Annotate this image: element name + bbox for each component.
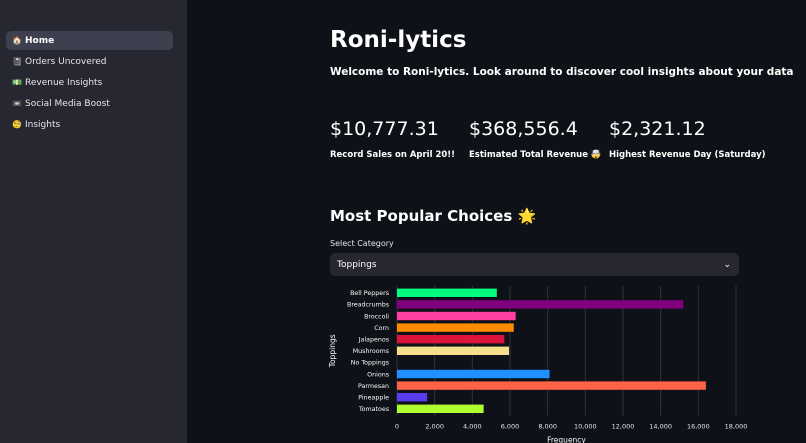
category-label: Breadcrumbs — [347, 302, 389, 309]
x-tick-label: 18,000 — [725, 423, 748, 431]
sidebar-item-social-media-boost[interactable]: 📼 Social Media Boost — [6, 94, 173, 113]
x-tick-label: 8,000 — [538, 423, 557, 431]
metric-value: $2,321.12 — [609, 118, 706, 140]
bar-broccoli — [397, 311, 516, 321]
sidebar-item-insights[interactable]: 🧐 Insights — [6, 115, 173, 134]
category-label: Broccoli — [364, 313, 389, 320]
category-select[interactable]: Toppings ⌄ — [330, 253, 739, 276]
sidebar-item-label: Home — [25, 35, 55, 46]
select-category-label: Select Category — [330, 239, 394, 248]
sidebar-item-label: Insights — [25, 119, 61, 130]
sidebar-item-revenue-insights[interactable]: 💵 Revenue Insights — [6, 73, 173, 92]
x-tick-label: 14,000 — [649, 423, 672, 431]
y-axis-title: Toppings — [328, 334, 337, 368]
page-title: Roni-lytics — [330, 27, 467, 53]
section-title: Most Popular Choices 🌟 — [330, 207, 537, 225]
bar-jalapenos — [397, 335, 505, 344]
notebook-icon: 📓 — [12, 57, 22, 66]
x-axis-title: Frequency — [547, 436, 586, 443]
bar-parmesan — [397, 381, 706, 390]
x-tick-label: 6,000 — [501, 423, 520, 431]
sidebar-item-label: Social Media Boost — [25, 98, 110, 109]
bar-mushrooms — [397, 346, 510, 355]
page-subtitle: Welcome to Roni-lytics. Look around to d… — [330, 66, 794, 78]
category-label: No Toppings — [351, 360, 389, 367]
sidebar: 🏠 Home 📓 Orders Uncovered 💵 Revenue Insights 📼… — [0, 0, 187, 443]
metric-highest-day: $2,321.12 Highest Revenue Day (Saturday) — [609, 118, 766, 160]
bar-corn — [397, 323, 514, 332]
bar-onions — [397, 369, 550, 379]
toppings-bar-chart: 0 2,000 4,000 6,000 8,000 10,000 12,000 14,000 1… — [328, 286, 748, 443]
sidebar-item-label: Orders Uncovered — [25, 56, 107, 67]
metric-total-revenue: $368,556.4 Estimated Total Revenue 🤯 — [469, 118, 602, 160]
x-tick-label: 10,000 — [574, 423, 597, 431]
sidebar-item-home[interactable]: 🏠 Home — [6, 31, 173, 50]
x-tick-label: 0 — [395, 423, 399, 431]
bar-pineapple — [397, 393, 428, 402]
metric-label: Record Sales on April 20!! — [330, 150, 456, 160]
metric-value: $368,556.4 — [469, 118, 578, 140]
category-label: Jalapenos — [358, 337, 389, 344]
category-label: Onions — [367, 371, 389, 378]
metric-value: $10,777.31 — [330, 118, 439, 140]
category-label: Tomatoes — [358, 406, 389, 413]
x-tick-label: 12,000 — [612, 423, 635, 431]
metric-record-sales: $10,777.31 Record Sales on April 20!! — [330, 118, 455, 160]
category-label: Mushrooms — [353, 348, 389, 355]
chevron-down-icon: ⌄ — [723, 259, 731, 270]
cash-icon: 💵 — [12, 78, 22, 87]
select-value: Toppings — [337, 259, 377, 270]
metric-label: Highest Revenue Day (Saturday) — [609, 150, 766, 160]
sidebar-nav: 🏠 Home 📓 Orders Uncovered 💵 Revenue Insights 📼… — [6, 31, 173, 136]
x-tick-label: 4,000 — [463, 423, 482, 431]
x-tick-label: 2,000 — [425, 423, 444, 431]
category-label: Corn — [374, 325, 389, 332]
main-content: Roni-lytics Welcome to Roni-lytics. Look… — [187, 0, 806, 443]
x-tick-label: 16,000 — [687, 423, 710, 431]
face-icon: 🧐 — [12, 120, 22, 129]
sidebar-item-label: Revenue Insights — [25, 77, 103, 88]
category-label: Parmesan — [358, 383, 389, 390]
category-label: Bell Peppers — [350, 290, 389, 297]
sidebar-item-orders-uncovered[interactable]: 📓 Orders Uncovered — [6, 52, 173, 71]
media-icon: 📼 — [12, 99, 22, 108]
bar-breadcrumbs — [397, 300, 684, 309]
bar-bell-peppers — [397, 288, 497, 297]
category-label: Pineapple — [358, 395, 389, 402]
metric-label: Estimated Total Revenue 🤯 — [469, 150, 602, 160]
bar-tomatoes — [397, 404, 484, 413]
house-icon: 🏠 — [12, 36, 22, 45]
